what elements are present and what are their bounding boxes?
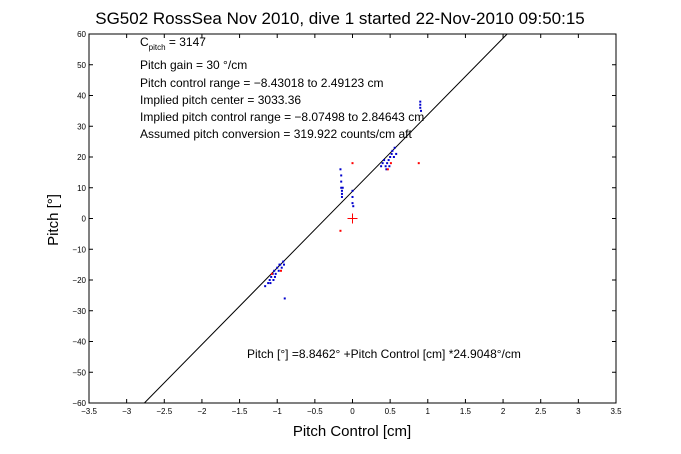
x-tick-label: −3.5 <box>81 407 97 416</box>
data-point-blue <box>282 263 285 266</box>
data-point-red <box>279 269 282 272</box>
y-tick-label: 0 <box>82 215 87 224</box>
x-axis: −3.5 −3 −2.5 −2 −1.5 −1 −0.5 0 0.5 1 1.5 2 2.5 3 3.5 <box>81 34 622 416</box>
data-point-blue <box>340 186 343 189</box>
data-point-blue <box>340 180 343 183</box>
plot-area: −3.5 −3 −2.5 −2 −1.5 −1 −0.5 0 0.5 1 1.5 2 2.5 3 3.5 −… <box>72 30 622 416</box>
data-point-red <box>351 162 354 165</box>
y-tick-label: −50 <box>72 368 86 377</box>
annotation-pitch-conversion: Assumed pitch conversion = 319.922 count… <box>140 127 412 141</box>
data-point-blue <box>276 266 279 269</box>
annotation-block: Cpitch = 3147 Pitch gain = 30 °/cm Pitch… <box>140 35 424 141</box>
data-point-blue <box>384 165 387 168</box>
y-tick-label: 10 <box>77 184 86 193</box>
data-point-blue <box>419 106 422 109</box>
x-tick-label: −3 <box>122 407 132 416</box>
y-axis: −60 −50 −40 −30 −20 −10 0 10 20 30 40 50 60 <box>72 30 616 408</box>
data-point-blue <box>339 168 342 171</box>
x-axis-label: Pitch Control [cm] <box>293 423 411 440</box>
x-tick-label: 0.5 <box>385 407 397 416</box>
data-point-red <box>270 272 273 275</box>
data-point-blue <box>340 189 343 192</box>
data-point-blue <box>273 275 276 278</box>
x-tick-label: −1 <box>273 407 283 416</box>
x-tick-label: −2 <box>197 407 207 416</box>
data-point-blue <box>283 297 286 300</box>
data-point-blue <box>272 279 275 281</box>
y-tick-label: 20 <box>77 153 86 162</box>
fit-equation-label: Pitch [°] =8.8462° +Pitch Control [cm] *… <box>247 347 521 361</box>
x-tick-label: 1.5 <box>460 407 472 416</box>
data-point-blue <box>278 263 281 266</box>
data-point-blue <box>381 162 384 165</box>
data-point-red <box>389 162 392 165</box>
data-point-blue <box>419 100 422 103</box>
data-point-blue <box>340 192 343 195</box>
data-point-blue <box>269 282 272 285</box>
data-point-red <box>417 162 420 165</box>
y-tick-label: −40 <box>72 338 86 347</box>
data-point-blue <box>267 282 270 285</box>
x-tick-label: −2.5 <box>156 407 172 416</box>
data-point-blue <box>420 109 423 112</box>
data-point-blue <box>277 269 280 272</box>
data-point-blue <box>340 174 343 177</box>
data-point-blue <box>273 269 276 272</box>
data-point-blue <box>392 156 395 158</box>
data-point-blue <box>389 156 392 158</box>
annotation-cpitch: Cpitch = 3147 <box>140 35 206 52</box>
x-tick-label: 3.5 <box>610 407 622 416</box>
data-point-blue <box>351 195 354 198</box>
annotation-implied-pitch-center: Implied pitch center = 3033.36 <box>140 93 301 107</box>
data-point-blue <box>385 168 388 171</box>
x-tick-label: 2 <box>501 407 506 416</box>
data-point-blue <box>393 146 396 149</box>
y-tick-label: −30 <box>72 307 86 316</box>
data-point-blue <box>264 285 267 288</box>
data-point-red <box>339 229 342 232</box>
y-tick-label: 50 <box>77 61 86 70</box>
y-axis-label: Pitch [°] <box>45 194 62 246</box>
data-point-red <box>386 168 389 171</box>
annotation-pitch-gain: Pitch gain = 30 °/cm <box>140 58 247 72</box>
data-point-blue <box>270 275 273 278</box>
x-tick-label: 1 <box>426 407 431 416</box>
chart-title: SG502 RossSea Nov 2010, dive 1 started 2… <box>95 9 585 28</box>
data-point-blue <box>388 165 391 168</box>
data-point-blue <box>274 272 277 275</box>
x-tick-label: 0 <box>350 407 355 416</box>
x-tick-label: 3 <box>576 407 581 416</box>
x-tick-label: −1.5 <box>232 407 248 416</box>
data-point-blue <box>341 186 344 189</box>
y-tick-label: 30 <box>77 122 86 131</box>
data-point-blue <box>340 195 343 198</box>
data-points <box>264 100 423 300</box>
data-point-blue <box>282 260 285 263</box>
data-point-blue <box>387 159 390 162</box>
center-marker <box>347 213 358 224</box>
fit-line <box>144 33 508 404</box>
data-point-blue <box>352 205 355 208</box>
y-tick-label: −20 <box>72 276 86 285</box>
data-point-blue <box>268 279 271 281</box>
y-tick-label: −60 <box>72 399 86 408</box>
annotation-pitch-control-range: Pitch control range = −8.43018 to 2.4912… <box>140 76 384 90</box>
data-point-blue <box>280 266 283 269</box>
data-point-blue <box>391 149 394 152</box>
y-tick-label: 40 <box>77 92 86 101</box>
annotation-implied-control-range: Implied pitch control range = −8.07498 t… <box>140 110 424 124</box>
data-point-blue <box>419 103 422 106</box>
data-point-blue <box>380 165 383 168</box>
data-point-blue <box>383 159 386 162</box>
x-tick-label: −0.5 <box>307 407 323 416</box>
data-point-blue <box>390 152 393 155</box>
data-point-blue <box>395 152 398 155</box>
data-point-blue <box>386 162 389 165</box>
data-point-blue <box>351 189 354 192</box>
x-tick-label: 2.5 <box>535 407 547 416</box>
y-tick-label: 60 <box>77 30 86 39</box>
y-tick-label: −10 <box>72 245 86 254</box>
data-point-blue <box>351 202 354 205</box>
